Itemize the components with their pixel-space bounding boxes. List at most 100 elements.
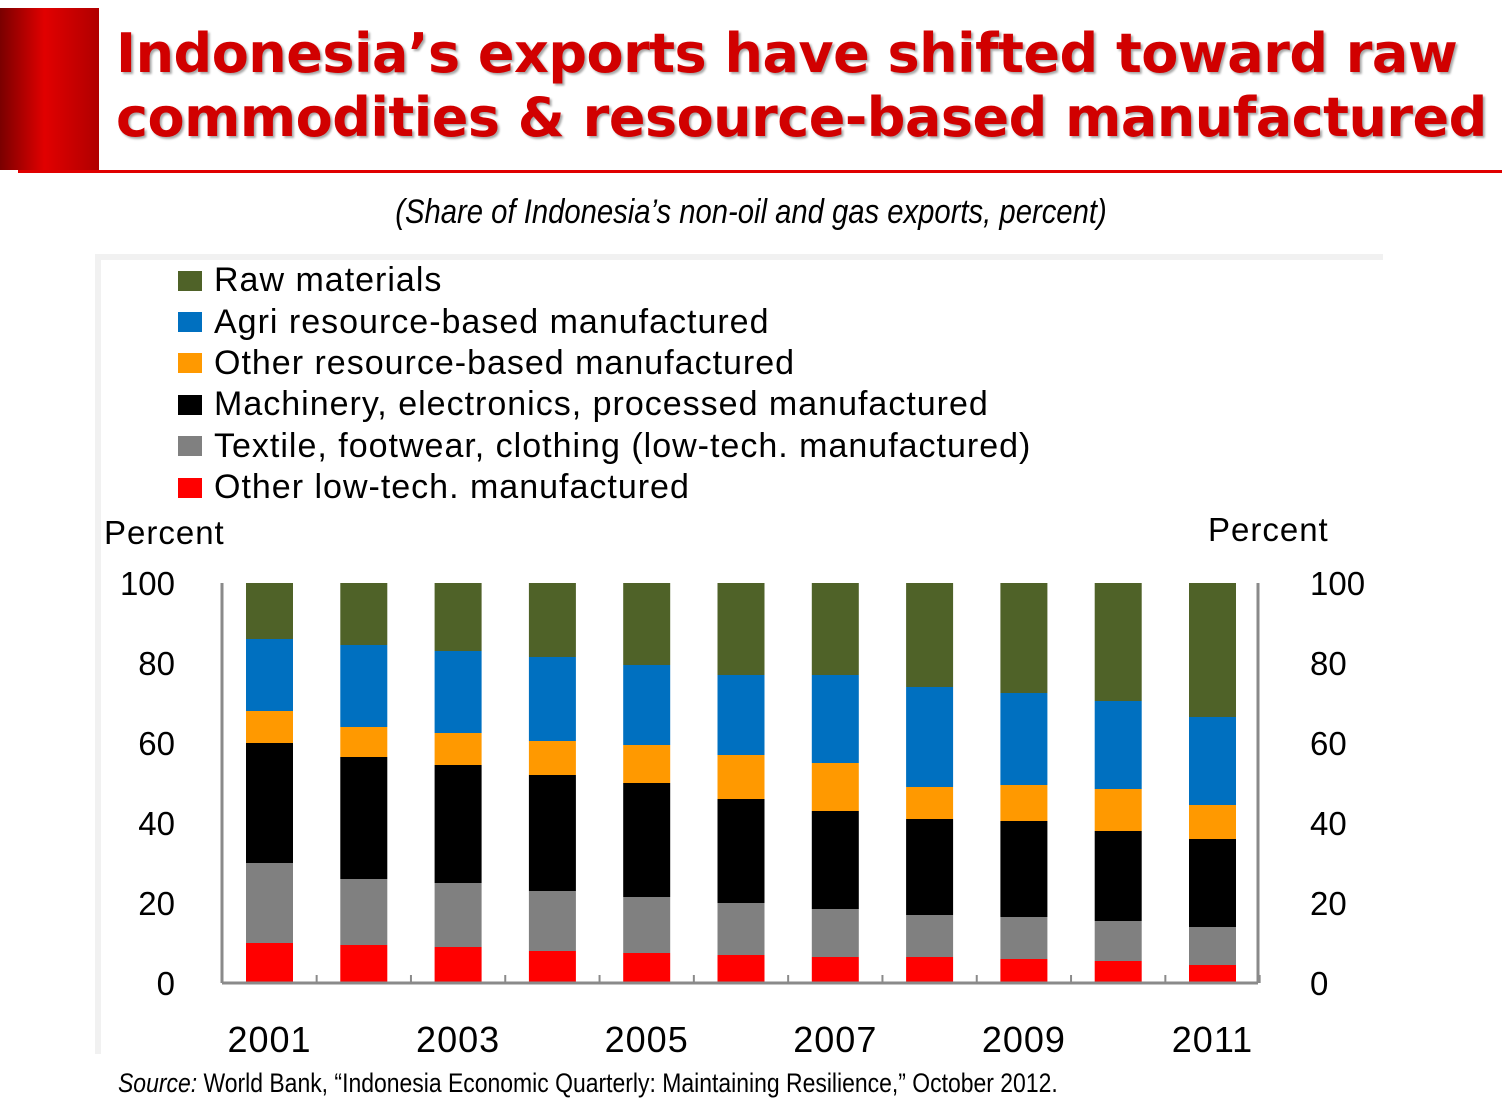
bar-segment bbox=[246, 863, 293, 943]
y-tick-label-right: 60 bbox=[1310, 725, 1347, 762]
bar-segment bbox=[623, 897, 671, 953]
bar-segment bbox=[811, 763, 859, 811]
bar-segment bbox=[906, 787, 954, 819]
bar-segment bbox=[340, 583, 388, 645]
x-tick-label: 2001 bbox=[227, 1019, 311, 1060]
legend-swatch bbox=[178, 436, 202, 457]
x-tick-label: 2007 bbox=[793, 1019, 877, 1060]
legend-swatch bbox=[178, 394, 202, 415]
bar-segment bbox=[340, 879, 388, 945]
y-tick-label-right: 0 bbox=[1310, 965, 1328, 1002]
source-label: Source: bbox=[118, 1068, 198, 1098]
legend-label: Textile, footwear, clothing (low-tech. m… bbox=[214, 426, 1032, 465]
bar-segment bbox=[1094, 701, 1142, 789]
y-tick-label-left: 60 bbox=[138, 725, 175, 762]
bar-segment bbox=[1094, 921, 1142, 961]
bar-segment bbox=[717, 755, 765, 799]
bar-segment bbox=[717, 903, 765, 955]
legend-label: Raw materials bbox=[214, 261, 443, 300]
bar-segment bbox=[528, 891, 576, 951]
bar-segment bbox=[811, 583, 859, 675]
y-tick-label-left: 100 bbox=[120, 565, 175, 602]
legend-item: Other low-tech. manufactured bbox=[178, 467, 1031, 508]
bar-segment bbox=[340, 727, 388, 757]
bar-segment bbox=[717, 583, 765, 675]
legend-item: Textile, footwear, clothing (low-tech. m… bbox=[178, 426, 1031, 467]
bar-segment bbox=[623, 745, 671, 783]
bar-segment bbox=[906, 583, 954, 687]
y-tick-label-left: 40 bbox=[138, 805, 175, 842]
legend-swatch bbox=[178, 477, 202, 498]
x-tick-label: 2003 bbox=[416, 1019, 500, 1060]
bar-segment bbox=[246, 583, 293, 639]
bar-stack-2009 bbox=[1000, 583, 1048, 983]
bar-segment bbox=[1094, 789, 1142, 831]
bar-segment bbox=[717, 799, 765, 903]
bar-segment bbox=[528, 775, 576, 891]
bar-segment bbox=[434, 947, 482, 983]
bar-segment bbox=[1189, 839, 1236, 927]
bar-stack-2001 bbox=[246, 583, 293, 983]
bar-segment bbox=[811, 811, 859, 909]
bar-segment bbox=[1000, 583, 1048, 693]
bar-segment bbox=[528, 741, 576, 775]
legend-item: Other resource-based manufactured bbox=[178, 343, 1031, 384]
bar-segment bbox=[528, 583, 576, 657]
y-tick-label-left: 80 bbox=[138, 645, 175, 682]
bar-stacks bbox=[246, 583, 1236, 983]
bar-stack-2004 bbox=[528, 583, 576, 983]
axis-labels: 0 0 20 20 40 40 60 60 80 80 100 100 Percent Percent 20… bbox=[104, 511, 1365, 1060]
x-tick-label: 2011 bbox=[1172, 1019, 1253, 1060]
chart-subtitle: (Share of Indonesia’s non-oil and gas ex… bbox=[395, 193, 1107, 231]
bar-segment bbox=[1189, 805, 1236, 839]
x-tick-label: 2005 bbox=[605, 1019, 689, 1060]
bar-segment bbox=[1189, 927, 1236, 965]
y-tick-label-right: 20 bbox=[1310, 885, 1347, 922]
bar-stack-2002 bbox=[340, 583, 388, 983]
bar-segment bbox=[1189, 965, 1236, 983]
y-axis-title-right: Percent bbox=[1208, 511, 1329, 548]
bar-segment bbox=[1000, 785, 1048, 821]
legend-label: Agri resource-based manufactured bbox=[214, 302, 770, 341]
bar-segment bbox=[340, 645, 388, 727]
bar-segment bbox=[434, 883, 482, 947]
bar-segment bbox=[906, 915, 954, 957]
legend-item: Raw materials bbox=[178, 260, 1031, 301]
x-tick-label: 2009 bbox=[982, 1019, 1066, 1060]
legend-label: Other resource-based manufactured bbox=[214, 343, 796, 382]
bar-stack-2008 bbox=[906, 583, 954, 983]
chart-legend: Raw materials Agri resource-based manufac… bbox=[178, 260, 1031, 508]
bar-stack-2005 bbox=[623, 583, 671, 983]
source-note: Source: World Bank, “Indonesia Economic … bbox=[118, 1068, 1058, 1099]
y-tick-label-left: 0 bbox=[157, 965, 175, 1002]
bar-segment bbox=[811, 909, 859, 957]
title-line-1: Indonesia’s exports have shifted toward … bbox=[116, 22, 1458, 85]
bar-segment bbox=[340, 757, 388, 879]
y-axis-title-left: Percent bbox=[104, 514, 225, 551]
title-divider bbox=[18, 170, 1502, 173]
bar-stack-2011 bbox=[1189, 583, 1236, 983]
bar-stack-2010 bbox=[1094, 583, 1142, 983]
legend-item: Machinery, electronics, processed manufa… bbox=[178, 384, 1031, 425]
bar-stack-2003 bbox=[434, 583, 482, 983]
bar-segment bbox=[1000, 821, 1048, 917]
bar-segment bbox=[1189, 583, 1236, 717]
bar-segment bbox=[623, 783, 671, 897]
legend-label: Other low-tech. manufactured bbox=[214, 468, 690, 507]
bar-segment bbox=[434, 583, 482, 651]
bar-segment bbox=[434, 765, 482, 883]
bar-segment bbox=[811, 675, 859, 763]
source-text: World Bank, “Indonesia Economic Quarterl… bbox=[197, 1068, 1058, 1098]
bar-segment bbox=[1094, 831, 1142, 921]
bar-segment bbox=[623, 953, 671, 983]
bar-segment bbox=[528, 951, 576, 983]
bar-segment bbox=[906, 957, 954, 983]
title-line-2: commodities & resource-based manufacture… bbox=[116, 86, 1487, 149]
title-accent-bar bbox=[0, 8, 99, 170]
legend-swatch bbox=[178, 353, 202, 374]
bar-stack-2007 bbox=[811, 583, 859, 983]
bar-segment bbox=[906, 819, 954, 915]
bar-segment bbox=[1094, 583, 1142, 701]
bar-segment bbox=[1189, 717, 1236, 805]
bar-segment bbox=[906, 687, 954, 787]
